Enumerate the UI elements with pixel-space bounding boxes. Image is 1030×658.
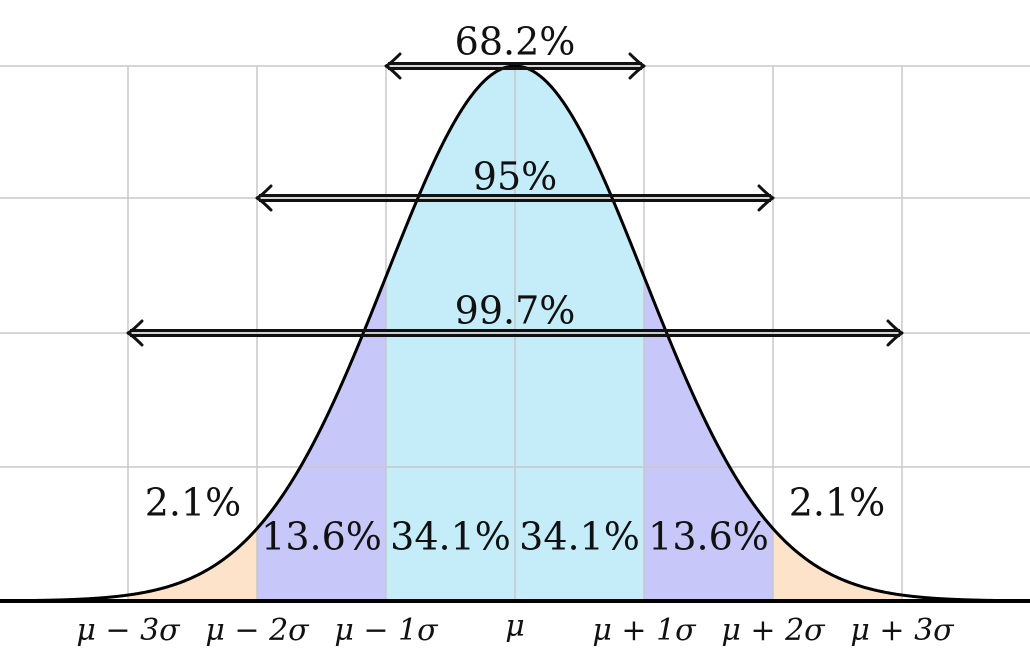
region-label-3: 34.1% [519, 515, 640, 559]
span-label: 99.7% [455, 289, 576, 333]
span-arrow-head-right [757, 184, 775, 212]
span-label: 68.2% [455, 20, 576, 64]
region-fill-0 [128, 528, 257, 601]
span-arrow-head-right [886, 319, 904, 347]
grid [0, 65, 1030, 601]
curve-layer [0, 64, 1030, 603]
span-arrow-0: 68.2% [384, 20, 646, 80]
span-arrow-2: 99.7% [126, 289, 904, 347]
tick-label-2: μ − 1σ [334, 613, 439, 648]
span-arrows: 68.2% 95% 99.7% [126, 20, 904, 347]
span-arrow-head-right [628, 52, 646, 80]
region-label-1: 13.6% [261, 515, 382, 559]
region-label-5: 2.1% [789, 481, 886, 525]
region-labels: 2.1%13.6% 34.1% 34.1% 13.6%2.1% [145, 481, 886, 559]
normal-curve [0, 64, 1030, 603]
span-arrow-head-left [255, 184, 273, 212]
region-label-4: 13.6% [648, 515, 769, 559]
span-arrow-head-left [126, 319, 144, 347]
tick-label-6: μ + 3σ [850, 613, 955, 648]
span-arrow-head-left [384, 52, 402, 80]
tick-label-4: μ + 1σ [592, 613, 697, 648]
region-label-0: 2.1% [145, 481, 242, 525]
x-axis-ticks: μ − 3σ μ − 2σ μ − 1σ μ μ + 1σ μ + 2σ μ + 3σ [76, 609, 955, 648]
region-label-2: 34.1% [390, 515, 511, 559]
tick-label-3: μ [505, 609, 525, 644]
tick-label-1: μ − 2σ [205, 613, 310, 648]
region-fill-5 [773, 528, 902, 601]
span-label: 95% [473, 155, 557, 199]
tick-label-0: μ − 3σ [76, 613, 181, 648]
span-arrow-1: 95% [255, 155, 775, 212]
tick-label-5: μ + 2σ [721, 613, 826, 648]
